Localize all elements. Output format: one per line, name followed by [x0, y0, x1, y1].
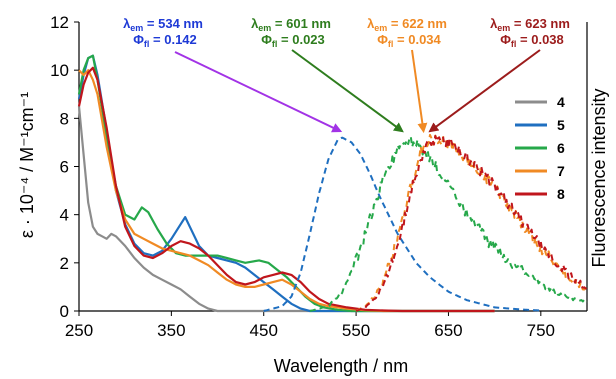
phi-subscript: fl [511, 39, 517, 49]
legend-label-8: 8 [557, 186, 565, 202]
phi-value: = 0.023 [277, 32, 324, 47]
lambda-value: = 601 nm [271, 16, 331, 31]
x-tick-label: 250 [65, 321, 93, 340]
annotation-phi: Φfl = 0.142 [133, 32, 197, 49]
lambda-value: = 622 nm [387, 16, 447, 31]
series-emission-5 [263, 136, 541, 312]
lambda-symbol: λ [367, 16, 375, 31]
annotation-lambda: λem = 623 nm [490, 16, 570, 33]
legend-label-7: 7 [557, 163, 565, 179]
series-emission-8 [355, 134, 588, 312]
series-absorption-8 [77, 66, 495, 313]
series-emission-6 [309, 135, 588, 312]
annotation-lambda: λem = 534 nm [123, 16, 203, 33]
y2-axis-title: Fluorescence intensity [589, 88, 609, 267]
series-emission-7 [355, 133, 588, 312]
x-tick-label: 550 [342, 321, 370, 340]
lambda-symbol: λ [490, 16, 498, 31]
annotation-phi: Φfl = 0.038 [500, 32, 564, 49]
phi-subscript: fl [388, 39, 394, 49]
series-absorption-7 [78, 69, 495, 313]
series-absorption-4 [77, 106, 495, 313]
y-tick-label: 4 [60, 206, 69, 225]
y-tick-label: 0 [60, 302, 69, 321]
phi-symbol: Φ [377, 32, 388, 47]
annotation-arrow [291, 49, 404, 133]
legend-label-5: 5 [557, 117, 565, 133]
annotation-phi: Φfl = 0.034 [377, 32, 441, 49]
phi-symbol: Φ [261, 32, 272, 47]
lambda-subscript: em [497, 23, 510, 33]
legend: 4 5 6 7 8 [515, 94, 565, 202]
series-layer [77, 54, 588, 313]
legend-label-4: 4 [557, 94, 565, 110]
phi-value: = 0.034 [393, 32, 441, 47]
y-tick-label: 10 [50, 61, 69, 80]
annotation-lambda: λem = 601 nm [251, 16, 331, 33]
x-tick-label: 650 [434, 321, 462, 340]
y-tick-label: 12 [50, 13, 69, 32]
x-tick-label: 350 [157, 321, 185, 340]
annotation-arrow [411, 49, 428, 134]
lambda-subscript: em [130, 23, 143, 33]
y-tick-label: 2 [60, 254, 69, 273]
lambda-value: = 623 nm [510, 16, 570, 31]
annotation-arrow [174, 51, 343, 133]
axes: 250 350 450 550 650 750 0 2 4 6 8 10 12 [50, 13, 588, 340]
y-axis-title: ε · 10⁻⁴ / M⁻¹cm⁻¹ [17, 92, 37, 238]
lambda-symbol: λ [123, 16, 131, 31]
phi-subscript: fl [272, 39, 278, 49]
phi-symbol: Φ [500, 32, 511, 47]
y-tick-label: 8 [60, 109, 69, 128]
phi-symbol: Φ [133, 32, 144, 47]
lambda-subscript: em [258, 23, 271, 33]
phi-value: = 0.142 [149, 32, 196, 47]
lambda-symbol: λ [251, 16, 259, 31]
legend-label-6: 6 [557, 140, 565, 156]
lambda-value: = 534 nm [143, 16, 203, 31]
lambda-subscript: em [374, 23, 387, 33]
x-axis-title: Wavelength / nm [274, 356, 408, 376]
y-tick-label: 6 [60, 158, 69, 177]
annotation-phi: Φfl = 0.023 [261, 32, 325, 49]
annotation-lambda: λem = 622 nm [367, 16, 447, 33]
phi-value: = 0.038 [516, 32, 563, 47]
phi-subscript: fl [144, 39, 150, 49]
x-tick-label: 450 [250, 321, 278, 340]
annotation-arrow [428, 49, 541, 133]
x-tick-label: 750 [527, 321, 555, 340]
